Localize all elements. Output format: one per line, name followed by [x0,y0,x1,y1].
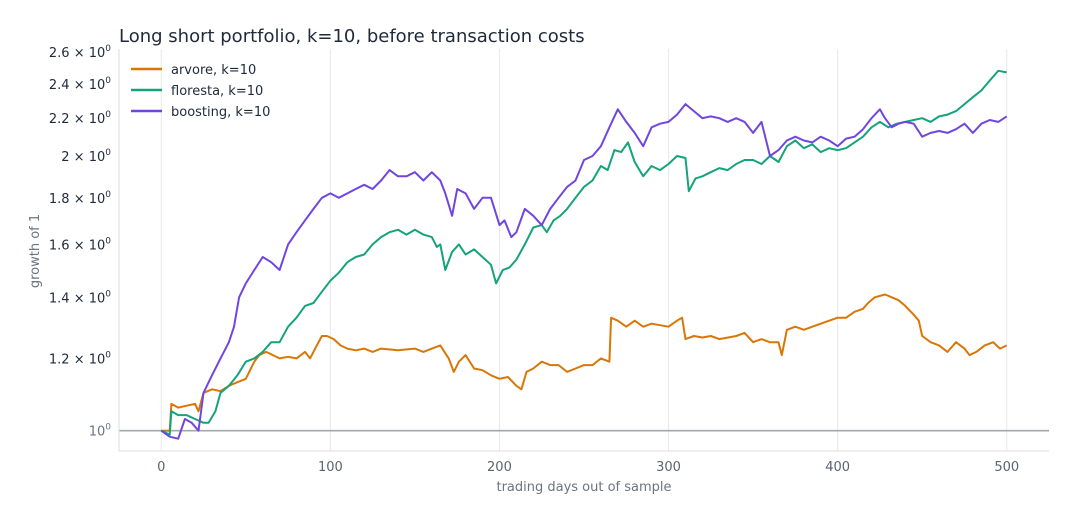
legend-label-2: boosting, k=10 [171,105,270,120]
series-lines [160,69,1008,440]
y-tick-label: 1.2 × 100 [49,350,111,367]
y-tick-label: 2.2 × 100 [49,110,111,127]
y-tick-labels: 100 1.2 × 100 1.4 × 100 1.6 × 100 1.8 × 100 2… [49,44,111,440]
y-axis-label: growth of 1 [28,214,43,288]
axes [118,49,1049,452]
y-tick-label: 2.4 × 100 [49,76,111,93]
y-tick-label: 1.6 × 100 [49,236,111,253]
x-tick-label: 0 [157,460,165,475]
y-tick-label: 2.6 × 100 [49,44,111,61]
series-line-0 [161,293,1008,432]
x-tick-label: 300 [656,460,681,475]
series-line-2 [160,103,1008,440]
legend-label-0: arvore, k=10 [171,63,256,78]
y-tick-label: 1.8 × 100 [49,190,111,207]
y-tick-label: 2 × 100 [61,148,111,165]
x-tick-label: 100 [318,460,343,475]
x-axis-label: trading days out of sample [496,480,671,495]
chart-title: Long short portfolio, k=10, before trans… [119,26,585,47]
x-tick-label: 200 [487,460,512,475]
y-tick-label: 100 [89,423,112,440]
series-line-1 [160,69,1007,436]
y-tick-label: 1.4 × 100 [49,289,111,306]
x-gridlines [160,49,1008,451]
legend: arvore, k=10 floresta, k=10 boosting, k=10 [131,63,270,120]
legend-label-1: floresta, k=10 [171,84,263,99]
x-tick-labels: 0 100 200 300 400 500 [157,460,1019,475]
x-tick-label: 400 [825,460,850,475]
x-tick-label: 500 [994,460,1019,475]
